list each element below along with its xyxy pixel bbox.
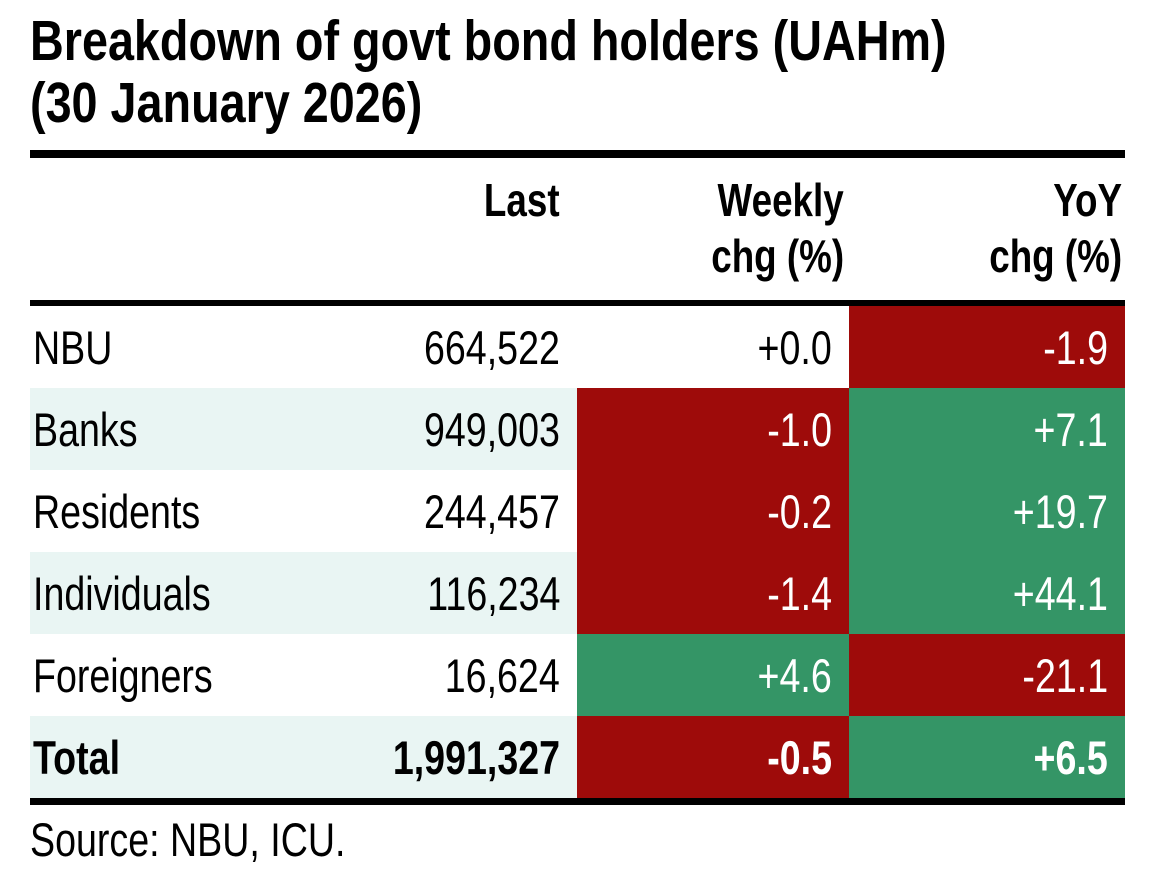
column-header-weekly-line2: chg (%) xyxy=(711,230,844,282)
row-label-and-last-cell: Foreigners 16,624 xyxy=(30,634,577,716)
table-row: Banks 949,003 -1.0 +7.1 xyxy=(30,388,1125,470)
row-label-and-last-cell: NBU 664,522 xyxy=(30,306,577,388)
table-bottom-divider xyxy=(30,798,1125,805)
row-weekly-change-cell: -1.0 xyxy=(577,388,849,470)
table-body: NBU 664,522 +0.0 -1.9 Banks 949,003 -1.0… xyxy=(30,306,1125,798)
row-yoy-change-cell: -1.9 xyxy=(849,306,1125,388)
page-title-line2: (30 January 2026) xyxy=(30,71,423,135)
row-weekly-value: -1.4 xyxy=(767,566,832,620)
header-divider xyxy=(30,300,1125,306)
row-weekly-change-cell: -1.4 xyxy=(577,552,849,634)
row-yoy-change-cell: -21.1 xyxy=(849,634,1125,716)
row-label-and-last-cell: Banks 949,003 xyxy=(30,388,577,470)
row-yoy-value: +6.5 xyxy=(1033,730,1108,784)
row-yoy-value: +44.1 xyxy=(1012,566,1108,620)
table-row: Foreigners 16,624 +4.6 -21.1 xyxy=(30,634,1125,716)
page-title: Breakdown of govt bond holders (UAHm) (3… xyxy=(30,10,1148,134)
row-label-and-last-cell: Individuals 116,234 xyxy=(30,552,577,634)
column-header-weekly-chg: Weekly chg (%) xyxy=(577,172,849,284)
source-note-text: Source: NBU, ICU. xyxy=(30,813,346,866)
column-header-yoy-line1: YoY xyxy=(1053,174,1122,226)
row-weekly-change-cell: +4.6 xyxy=(577,634,849,716)
row-yoy-value: +19.7 xyxy=(1012,484,1108,538)
row-weekly-change-cell: -0.2 xyxy=(577,470,849,552)
column-header-last-line1: Last xyxy=(484,174,560,226)
table-row: NBU 664,522 +0.0 -1.9 xyxy=(30,306,1125,388)
row-label: Banks xyxy=(33,402,138,456)
row-weekly-value: -1.0 xyxy=(767,402,832,456)
column-header-yoy-line2: chg (%) xyxy=(989,230,1122,282)
row-yoy-change-cell: +6.5 xyxy=(849,716,1125,798)
source-note: Source: NBU, ICU. xyxy=(30,814,424,866)
table-row: Residents 244,457 -0.2 +19.7 xyxy=(30,470,1125,552)
column-header-yoy-chg: YoY chg (%) xyxy=(849,172,1125,284)
row-weekly-change-cell: +0.0 xyxy=(577,306,849,388)
row-weekly-value: -0.5 xyxy=(767,730,832,784)
row-last-value: 1,991,327 xyxy=(392,730,560,784)
row-label: Residents xyxy=(33,484,201,538)
row-last-value: 664,522 xyxy=(424,320,560,374)
row-label: NBU xyxy=(33,320,113,374)
row-yoy-value: +7.1 xyxy=(1033,402,1108,456)
row-weekly-value: +0.0 xyxy=(757,320,832,374)
row-yoy-change-cell: +7.1 xyxy=(849,388,1125,470)
row-yoy-value: -21.1 xyxy=(1022,648,1108,702)
row-yoy-change-cell: +19.7 xyxy=(849,470,1125,552)
row-label-and-last-cell: Residents 244,457 xyxy=(30,470,577,552)
page-title-line1: Breakdown of govt bond holders (UAHm) xyxy=(30,9,947,73)
row-label: Foreigners xyxy=(33,648,213,702)
row-label-and-last-cell: Total 1,991,327 xyxy=(30,716,577,798)
title-divider xyxy=(30,150,1125,158)
row-last-value: 16,624 xyxy=(444,648,560,702)
column-header-last: Last xyxy=(30,172,577,284)
row-weekly-value: -0.2 xyxy=(767,484,832,538)
row-yoy-value: -1.9 xyxy=(1043,320,1108,374)
row-label: Individuals xyxy=(33,566,211,620)
row-last-value: 116,234 xyxy=(426,566,560,620)
row-weekly-change-cell: -0.5 xyxy=(577,716,849,798)
table-row: Total 1,991,327 -0.5 +6.5 xyxy=(30,716,1125,798)
column-header-weekly-line1: Weekly xyxy=(717,174,844,226)
row-label: Total xyxy=(33,730,121,784)
row-weekly-value: +4.6 xyxy=(757,648,832,702)
row-yoy-change-cell: +44.1 xyxy=(849,552,1125,634)
row-last-value: 244,457 xyxy=(424,484,560,538)
table-row: Individuals 116,234 -1.4 +44.1 xyxy=(30,552,1125,634)
table-header-row: Last Weekly chg (%) YoY chg (%) xyxy=(30,172,1125,284)
row-last-value: 949,003 xyxy=(424,402,560,456)
